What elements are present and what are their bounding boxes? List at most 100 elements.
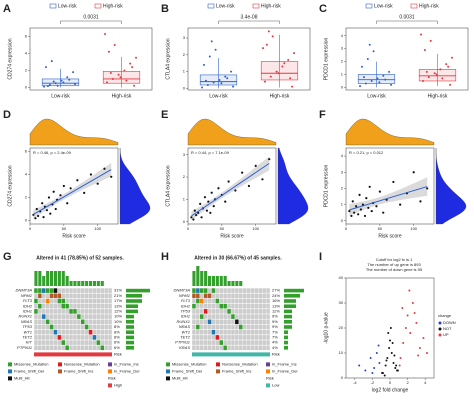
mutation-cell: [227, 345, 231, 351]
mutation-cell: [242, 298, 247, 304]
y-tick-label: 2: [183, 174, 186, 179]
point: [125, 79, 128, 82]
mutation-cell: [211, 319, 216, 325]
mutation-cell: [81, 335, 85, 340]
box: [41, 78, 80, 87]
mutation-cell: [69, 319, 73, 325]
mutation-cell: [192, 329, 196, 335]
mutation-cell: [203, 303, 208, 309]
mutation-cell: [104, 309, 108, 314]
point: [113, 43, 116, 46]
point: [435, 73, 438, 76]
mutation-cell: [42, 314, 46, 319]
annotation: R = 0.21, p = 0.012: [349, 150, 384, 155]
mutation-cell: [258, 335, 262, 340]
legend-swatch: [166, 369, 170, 374]
mutation-cell: [262, 288, 266, 293]
mutation-cell: [262, 298, 266, 304]
y-tick-label: 6: [25, 149, 28, 154]
mutation-cell: [34, 345, 38, 351]
mutation-cell: [200, 345, 204, 351]
mutation-cell: [88, 345, 93, 351]
gene-count-bar: [284, 340, 288, 345]
annotation: R = 0.44, p = 7.1e-09: [191, 150, 230, 155]
point: [227, 180, 230, 183]
top-density: [345, 118, 435, 146]
mutation-cell: [73, 314, 77, 319]
legend-swatch: [108, 369, 112, 374]
mutation-cell: [104, 345, 108, 351]
sample-count-bar: [239, 281, 243, 286]
mutation-cell: [266, 324, 270, 330]
point: [195, 213, 198, 217]
sample-count-bar: [208, 276, 212, 286]
point: [43, 85, 46, 88]
mutation-cell: [84, 303, 89, 309]
point: [199, 202, 202, 205]
percent-label: 10%: [114, 314, 122, 319]
point: [207, 200, 210, 203]
point: [96, 182, 99, 185]
mutation-cell: [100, 319, 104, 325]
mutation-cell: [239, 345, 243, 351]
mutation-cell: [196, 329, 200, 335]
legend-swatch: [49, 3, 57, 9]
mutation-cell: [57, 324, 62, 330]
mutation-cell: [219, 293, 223, 299]
mutation-cell: [235, 319, 239, 325]
mutation-cell: [53, 319, 58, 325]
point: [241, 171, 244, 174]
percent-label: 24%: [272, 293, 280, 298]
point: [357, 213, 360, 216]
mutation-cell: [104, 324, 108, 330]
gene-label: IDH1: [181, 314, 190, 319]
point: [421, 79, 424, 82]
mutation-cell: [77, 309, 81, 314]
mutation-cell: [42, 293, 46, 299]
mutation-cell: [262, 314, 266, 319]
fit-line: [33, 169, 112, 215]
mutation-cell: [258, 329, 262, 335]
y-tick-label: 6: [25, 34, 28, 39]
panel-label: A: [3, 3, 11, 15]
mutation-cell: [254, 324, 259, 330]
box: [418, 69, 457, 82]
confidence-band: [191, 156, 270, 221]
gene-label: TP53: [180, 308, 190, 313]
mutation-cell: [207, 335, 212, 340]
mutation-cell: [192, 293, 196, 299]
legend-swatch: [8, 369, 12, 374]
gene-label: RUNX1: [18, 314, 32, 319]
mutation-cell: [203, 345, 208, 351]
gene-label: NPM1: [21, 293, 32, 298]
confidence-band: [349, 177, 428, 216]
point: [378, 81, 381, 84]
mutation-cell: [108, 288, 112, 293]
mutation-cell: [69, 340, 73, 345]
mutation-cell: [215, 309, 220, 314]
mutation-cell: [108, 314, 112, 319]
mutation-cell: [100, 345, 104, 351]
mutation-cell: [219, 319, 223, 325]
legend-swatch: [166, 362, 170, 367]
legend-label: In_Frame_Ins: [272, 361, 297, 366]
mutation-cell: [45, 324, 50, 330]
mutation-cell: [200, 324, 204, 330]
mutation-cell: [84, 298, 89, 304]
mutation-cell: [92, 293, 97, 299]
mutation-cell: [258, 303, 262, 309]
mutation-cell: [200, 340, 204, 345]
mutation-cell: [254, 319, 259, 325]
point: [425, 70, 428, 73]
gene-label: NPM1: [179, 293, 190, 298]
x-tick-label: -2: [371, 380, 375, 385]
mutation-cell: [246, 329, 251, 335]
mutation-cell: [45, 340, 50, 345]
percent-label: 7%: [272, 329, 278, 334]
point: [398, 364, 401, 367]
mutation-cell: [53, 324, 58, 330]
point: [360, 65, 363, 68]
y-tick-label: 2: [341, 185, 344, 190]
mutation-cell: [203, 324, 208, 330]
